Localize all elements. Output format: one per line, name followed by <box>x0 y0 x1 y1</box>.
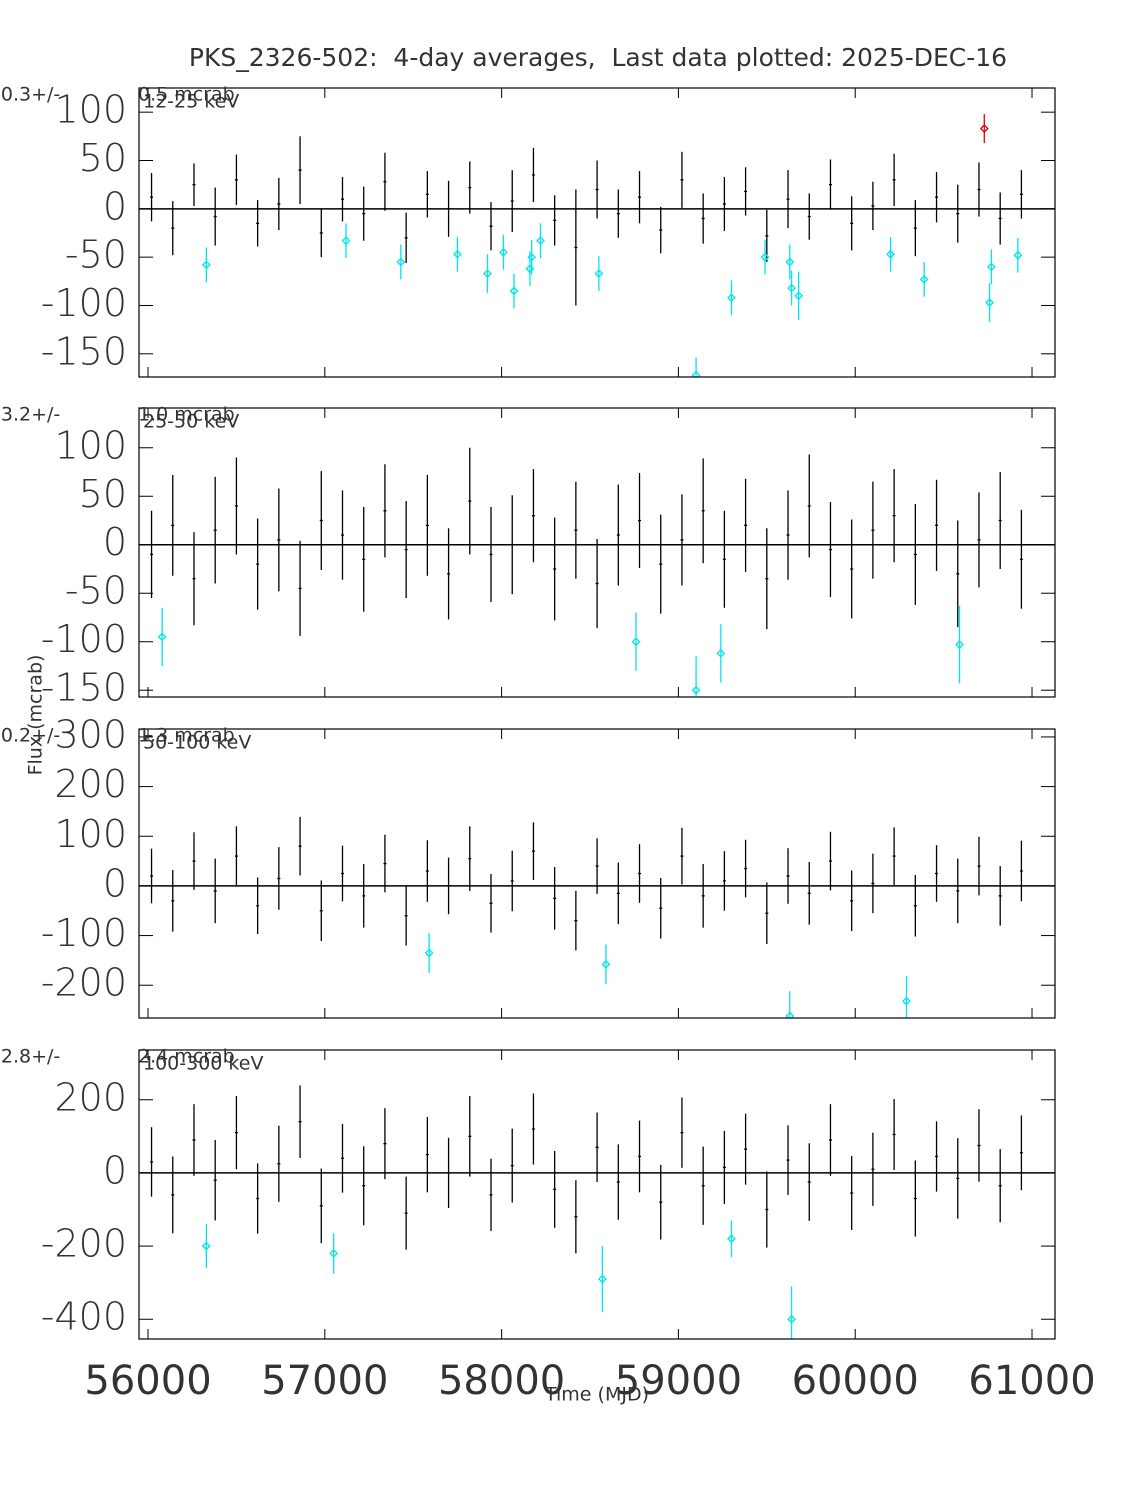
plot-frame <box>138 1049 1056 1340</box>
x-axis-label: Time (MJD) <box>544 1384 649 1406</box>
y-tick-label: -150 <box>41 329 127 373</box>
data-point <box>716 648 726 658</box>
band-label: 25-50 keV <box>143 411 239 433</box>
data-point <box>509 286 519 296</box>
data-point <box>902 996 911 1006</box>
plot-frame <box>138 87 1056 378</box>
data-point <box>787 283 796 293</box>
data-point <box>157 632 167 642</box>
y-tick-label: 200 <box>54 1075 127 1119</box>
band-label: 50-100 keV <box>143 732 251 754</box>
data-point <box>985 298 995 307</box>
data-point <box>727 293 736 303</box>
y-tick-label: 0 <box>103 861 127 905</box>
y-tick-label: -50 <box>65 233 127 277</box>
data-point <box>986 262 996 272</box>
data-point <box>727 1234 736 1244</box>
data-point <box>785 257 795 267</box>
data-point <box>597 1274 607 1284</box>
data-point <box>787 1314 796 1324</box>
band-label: 12-25 keV <box>143 91 239 113</box>
x-tick-label: 58000 <box>438 1358 565 1404</box>
y-tick-label: 100 <box>54 423 127 467</box>
y-tick-label: -200 <box>41 961 127 1005</box>
data-point <box>452 249 462 259</box>
error-label: 1.3 mcrab <box>138 725 235 747</box>
y-tick-label: -400 <box>41 1295 127 1339</box>
data-point <box>483 269 492 278</box>
y-tick-label: 0 <box>103 1148 127 1192</box>
y-tick-label: 200 <box>54 762 127 806</box>
mean-label: -2.8+/- <box>0 1046 60 1068</box>
y-tick-label: 50 <box>79 136 127 180</box>
data-point <box>785 1011 795 1018</box>
data-point <box>1013 250 1023 260</box>
plot-area <box>139 1085 1055 1339</box>
x-tick-label: 61000 <box>968 1358 1095 1404</box>
y-tick-label: -200 <box>41 1222 127 1266</box>
data-point <box>760 252 770 262</box>
y-tick-label: 300 <box>54 712 127 756</box>
error-label: 2.4 mcrab <box>138 1046 235 1068</box>
data-point <box>955 640 964 650</box>
data-point <box>396 257 406 267</box>
y-tick-label: 0 <box>103 184 127 228</box>
plot-area <box>139 114 1055 377</box>
chart-title: PKS_2326-502: 4-day averages, Last data … <box>189 43 1007 72</box>
data-point <box>886 249 895 259</box>
y-tick-label: -100 <box>41 617 127 661</box>
error-label: 1.0 mcrab <box>138 404 235 426</box>
plot-area <box>139 816 1055 1018</box>
y-axis-label: Flux (mcrab) <box>25 655 47 776</box>
data-point <box>536 236 545 246</box>
y-tick-label: 100 <box>54 812 127 856</box>
data-point <box>794 291 804 301</box>
data-point <box>979 124 989 134</box>
y-tick-label: 100 <box>54 88 127 132</box>
data-point <box>329 1248 339 1258</box>
y-tick-label: -100 <box>41 911 127 955</box>
band-label: 100-300 keV <box>143 1053 263 1075</box>
data-point <box>341 236 351 246</box>
data-point <box>527 252 537 262</box>
mean-label: -3.2+/- <box>0 404 60 426</box>
error-label: 0.5 mcrab <box>138 84 235 106</box>
data-point <box>498 247 508 257</box>
y-tick-label: 0 <box>103 520 127 564</box>
mean-label: -0.2+/- <box>0 725 60 747</box>
data-point <box>424 948 434 958</box>
y-tick-label: -150 <box>41 666 127 710</box>
x-tick-label: 56000 <box>84 1358 211 1404</box>
data-point <box>919 274 929 284</box>
x-tick-label: 57000 <box>261 1358 388 1404</box>
data-point <box>691 370 701 377</box>
data-point <box>201 1241 211 1251</box>
data-point <box>691 685 701 695</box>
x-tick-label: 60000 <box>792 1358 919 1404</box>
data-point <box>631 637 641 647</box>
plot-frame <box>138 407 1056 698</box>
y-tick-label: -50 <box>65 569 127 613</box>
y-tick-label: 50 <box>79 472 127 516</box>
data-point <box>601 959 611 969</box>
plot-frame <box>138 728 1056 1019</box>
plot-area <box>139 447 1055 697</box>
mean-label: -0.3+/- <box>0 84 60 106</box>
x-tick-label: 59000 <box>615 1358 742 1404</box>
data-point <box>594 269 604 278</box>
data-point <box>201 260 211 270</box>
y-tick-label: -100 <box>41 281 127 325</box>
